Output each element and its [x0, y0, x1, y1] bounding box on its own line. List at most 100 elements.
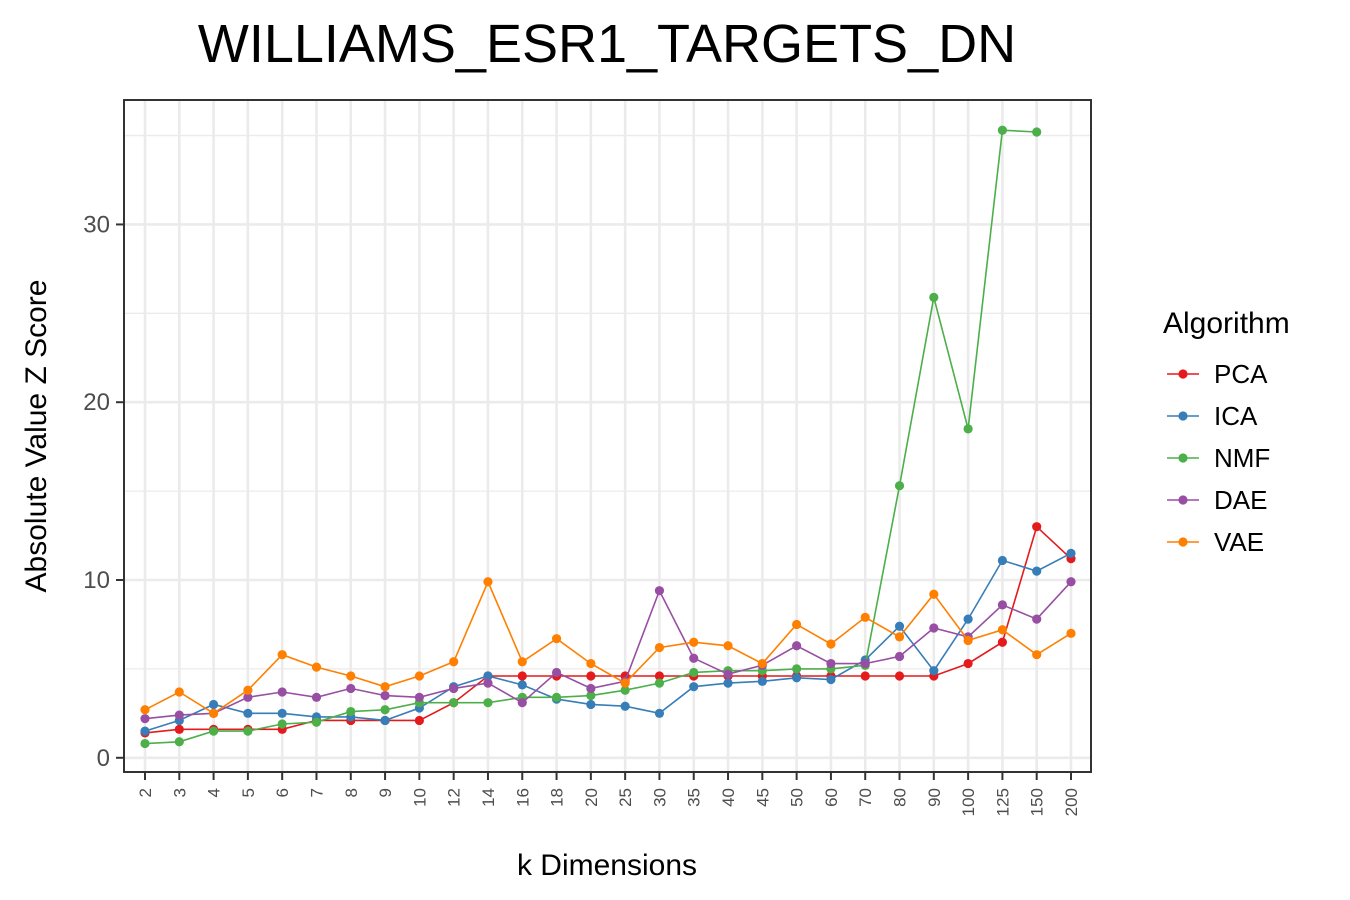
data-point-dae	[997, 600, 1008, 610]
data-point-pca	[1032, 522, 1042, 532]
data-point-vae	[620, 678, 630, 688]
x-tick-label: 150	[1028, 788, 1047, 816]
legend-marker	[1178, 495, 1188, 505]
data-point-ica	[997, 555, 1008, 566]
data-point-ica	[826, 674, 836, 685]
series-line-ica	[144, 552, 1072, 732]
x-tick-label: 16	[513, 788, 532, 807]
legend-item-nmf: NMF	[1167, 443, 1270, 473]
data-point-ica	[757, 676, 767, 686]
data-point-vae	[449, 657, 459, 667]
x-tick-label: 25	[616, 788, 635, 807]
data-point-dae	[1032, 614, 1042, 624]
data-point-vae	[380, 682, 390, 692]
x-tick-label: 5	[239, 788, 258, 797]
data-point-dae	[929, 623, 939, 633]
x-tick-label: 18	[548, 788, 567, 807]
data-point-nmf	[997, 125, 1008, 135]
legend-label: DAE	[1214, 485, 1267, 515]
data-point-nmf	[346, 706, 356, 717]
data-point-nmf	[654, 678, 665, 688]
x-tick-label: 6	[273, 788, 292, 797]
data-point-vae	[1032, 650, 1042, 660]
data-point-vae	[174, 687, 184, 697]
data-point-dae	[1066, 577, 1076, 587]
data-point-vae	[792, 619, 802, 630]
data-point-nmf	[689, 667, 699, 678]
data-point-dae	[243, 692, 253, 702]
x-tick-label: 14	[479, 788, 498, 807]
data-point-vae	[1066, 628, 1076, 638]
series-vae	[140, 577, 1076, 718]
data-point-ica	[208, 699, 219, 710]
data-point-nmf	[620, 685, 630, 695]
data-point-nmf	[894, 481, 905, 491]
data-point-dae	[792, 641, 802, 651]
legend-title: Algorithm	[1163, 307, 1290, 340]
data-point-dae	[174, 710, 184, 720]
data-point-nmf	[963, 424, 973, 434]
data-point-ica	[483, 671, 493, 681]
x-tick-label: 9	[376, 788, 395, 797]
data-point-nmf	[449, 698, 459, 708]
x-tick-label: 80	[891, 788, 910, 807]
data-point-nmf	[792, 664, 802, 674]
data-point-pca	[174, 724, 184, 734]
y-tick-label: 30	[83, 211, 110, 238]
y-tick-label: 0	[97, 745, 110, 772]
data-point-nmf	[551, 692, 562, 702]
x-tick-label: 125	[993, 788, 1012, 816]
data-point-ica	[929, 666, 939, 676]
legend: Algorithm PCA ICA NMF DAE VAE	[1163, 307, 1290, 557]
data-point-dae	[449, 683, 459, 694]
data-point-vae	[689, 637, 699, 647]
data-point-ica	[689, 682, 699, 692]
data-point-vae	[277, 650, 287, 660]
x-tick-label: 60	[822, 788, 841, 807]
data-point-nmf	[174, 737, 184, 747]
data-point-pca	[860, 671, 870, 681]
data-point-vae	[860, 612, 870, 622]
data-point-ica	[586, 699, 596, 710]
legend-item-ica: ICA	[1167, 401, 1258, 431]
data-point-nmf	[586, 690, 596, 701]
data-point-vae	[894, 632, 905, 642]
data-point-vae	[414, 671, 424, 681]
data-point-dae	[414, 692, 424, 702]
data-series	[140, 125, 1076, 749]
x-tick-label: 45	[753, 788, 772, 807]
data-point-ica	[654, 708, 665, 718]
legend-label: ICA	[1214, 401, 1258, 431]
legend-label: NMF	[1214, 443, 1270, 473]
data-point-nmf	[929, 292, 939, 302]
series-line-dae	[144, 581, 1072, 720]
data-point-pca	[414, 715, 424, 726]
data-point-vae	[517, 657, 527, 667]
x-tick-label: 12	[445, 788, 464, 807]
data-point-vae	[140, 705, 150, 715]
data-point-ica	[1066, 548, 1076, 558]
data-point-vae	[723, 641, 733, 651]
data-point-pca	[997, 637, 1008, 647]
data-point-vae	[551, 634, 562, 644]
data-point-ica	[894, 621, 905, 631]
series-line-vae	[144, 579, 1072, 715]
plot-panel-border	[123, 99, 1092, 773]
data-point-dae	[586, 683, 596, 694]
legend-marker	[1178, 537, 1188, 547]
data-point-vae	[311, 662, 322, 672]
data-point-ica	[963, 614, 973, 624]
chart-title: WILLIAMS_ESR1_TARGETS_DN	[198, 14, 1016, 74]
data-point-nmf	[277, 719, 287, 729]
data-point-dae	[517, 698, 527, 708]
x-tick-label: 30	[650, 788, 669, 807]
data-point-ica	[792, 673, 802, 683]
y-tick-label: 10	[83, 567, 110, 594]
data-point-ica	[140, 726, 150, 736]
data-point-dae	[689, 653, 699, 663]
x-tick-label: 4	[205, 788, 224, 797]
data-point-dae	[277, 687, 287, 697]
data-point-vae	[346, 671, 356, 681]
